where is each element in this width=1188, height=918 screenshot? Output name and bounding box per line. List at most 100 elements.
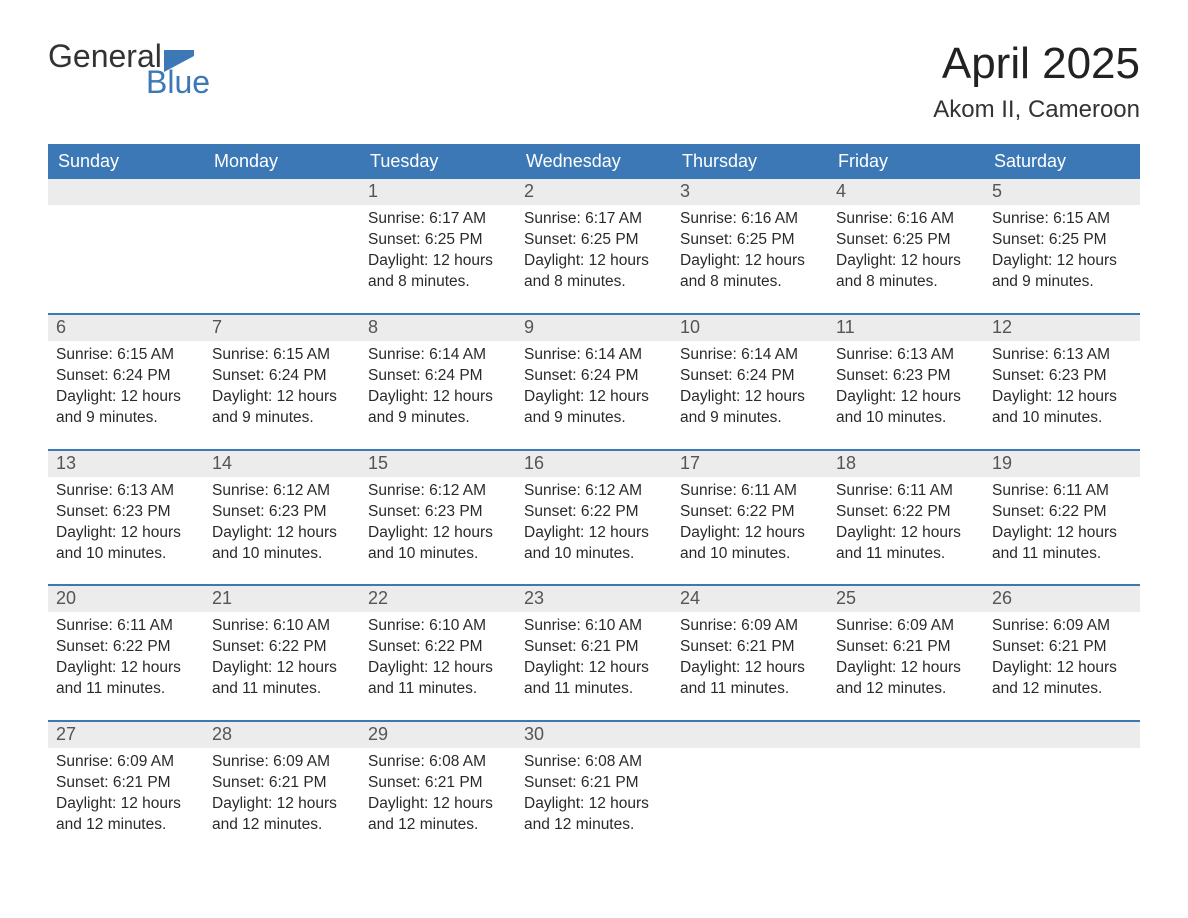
brand-logo: General Blue — [48, 40, 210, 98]
sunrise-line: Sunrise: 6:13 AM — [992, 345, 1132, 366]
day-number: 21 — [204, 586, 360, 612]
daylight-line: Daylight: 12 hours and 11 minutes. — [56, 658, 196, 700]
day-details: Sunrise: 6:15 AMSunset: 6:25 PMDaylight:… — [984, 205, 1140, 313]
daylight-line: Daylight: 12 hours and 9 minutes. — [680, 387, 820, 429]
calendar-cell: 5Sunrise: 6:15 AMSunset: 6:25 PMDaylight… — [984, 179, 1140, 314]
calendar-cell: 18Sunrise: 6:11 AMSunset: 6:22 PMDayligh… — [828, 450, 984, 586]
sunrise-line: Sunrise: 6:14 AM — [368, 345, 508, 366]
day-number: 19 — [984, 451, 1140, 477]
sunrise-line: Sunrise: 6:16 AM — [836, 209, 976, 230]
daylight-line: Daylight: 12 hours and 12 minutes. — [992, 658, 1132, 700]
sunrise-line: Sunrise: 6:08 AM — [524, 752, 664, 773]
day-details: Sunrise: 6:14 AMSunset: 6:24 PMDaylight:… — [672, 341, 828, 449]
calendar-cell: 7Sunrise: 6:15 AMSunset: 6:24 PMDaylight… — [204, 314, 360, 450]
day-number: 13 — [48, 451, 204, 477]
day-details: Sunrise: 6:08 AMSunset: 6:21 PMDaylight:… — [516, 748, 672, 856]
sunrise-line: Sunrise: 6:10 AM — [524, 616, 664, 637]
day-number: 17 — [672, 451, 828, 477]
calendar-cell: 23Sunrise: 6:10 AMSunset: 6:21 PMDayligh… — [516, 585, 672, 721]
sunset-line: Sunset: 6:22 PM — [368, 637, 508, 658]
day-number: 30 — [516, 722, 672, 748]
day-details: Sunrise: 6:13 AMSunset: 6:23 PMDaylight:… — [48, 477, 204, 585]
day-details: Sunrise: 6:12 AMSunset: 6:23 PMDaylight:… — [204, 477, 360, 585]
calendar-cell: 3Sunrise: 6:16 AMSunset: 6:25 PMDaylight… — [672, 179, 828, 314]
day-number: 7 — [204, 315, 360, 341]
day-details: Sunrise: 6:09 AMSunset: 6:21 PMDaylight:… — [672, 612, 828, 720]
calendar-cell: 9Sunrise: 6:14 AMSunset: 6:24 PMDaylight… — [516, 314, 672, 450]
sunrise-line: Sunrise: 6:16 AM — [680, 209, 820, 230]
day-number: 10 — [672, 315, 828, 341]
sunset-line: Sunset: 6:24 PM — [524, 366, 664, 387]
day-number: 6 — [48, 315, 204, 341]
calendar-cell: 14Sunrise: 6:12 AMSunset: 6:23 PMDayligh… — [204, 450, 360, 586]
day-details: Sunrise: 6:11 AMSunset: 6:22 PMDaylight:… — [672, 477, 828, 585]
month-title: April 2025 — [933, 40, 1140, 88]
sunrise-line: Sunrise: 6:13 AM — [56, 481, 196, 502]
calendar-cell: 27Sunrise: 6:09 AMSunset: 6:21 PMDayligh… — [48, 721, 204, 856]
daylight-line: Daylight: 12 hours and 10 minutes. — [56, 523, 196, 565]
daylight-line: Daylight: 12 hours and 11 minutes. — [680, 658, 820, 700]
sunrise-line: Sunrise: 6:09 AM — [836, 616, 976, 637]
day-details — [828, 748, 984, 846]
day-number: 11 — [828, 315, 984, 341]
calendar-cell: 11Sunrise: 6:13 AMSunset: 6:23 PMDayligh… — [828, 314, 984, 450]
calendar-cell: 17Sunrise: 6:11 AMSunset: 6:22 PMDayligh… — [672, 450, 828, 586]
calendar-week: 6Sunrise: 6:15 AMSunset: 6:24 PMDaylight… — [48, 314, 1140, 450]
sunset-line: Sunset: 6:22 PM — [212, 637, 352, 658]
day-number: 14 — [204, 451, 360, 477]
sunset-line: Sunset: 6:24 PM — [680, 366, 820, 387]
daylight-line: Daylight: 12 hours and 12 minutes. — [368, 794, 508, 836]
calendar-cell — [204, 179, 360, 314]
day-details: Sunrise: 6:16 AMSunset: 6:25 PMDaylight:… — [672, 205, 828, 313]
sunrise-line: Sunrise: 6:11 AM — [680, 481, 820, 502]
sunset-line: Sunset: 6:25 PM — [836, 230, 976, 251]
day-details: Sunrise: 6:10 AMSunset: 6:22 PMDaylight:… — [360, 612, 516, 720]
sunset-line: Sunset: 6:24 PM — [368, 366, 508, 387]
day-details: Sunrise: 6:17 AMSunset: 6:25 PMDaylight:… — [516, 205, 672, 313]
day-number: 5 — [984, 179, 1140, 205]
day-details: Sunrise: 6:09 AMSunset: 6:21 PMDaylight:… — [828, 612, 984, 720]
sunset-line: Sunset: 6:24 PM — [212, 366, 352, 387]
day-details: Sunrise: 6:17 AMSunset: 6:25 PMDaylight:… — [360, 205, 516, 313]
day-header: Saturday — [984, 144, 1140, 179]
sunset-line: Sunset: 6:22 PM — [992, 502, 1132, 523]
calendar-cell — [828, 721, 984, 856]
calendar-cell: 20Sunrise: 6:11 AMSunset: 6:22 PMDayligh… — [48, 585, 204, 721]
day-number: 9 — [516, 315, 672, 341]
sunset-line: Sunset: 6:21 PM — [992, 637, 1132, 658]
day-details: Sunrise: 6:12 AMSunset: 6:23 PMDaylight:… — [360, 477, 516, 585]
calendar-cell: 22Sunrise: 6:10 AMSunset: 6:22 PMDayligh… — [360, 585, 516, 721]
day-details — [48, 205, 204, 303]
day-header: Tuesday — [360, 144, 516, 179]
day-details: Sunrise: 6:13 AMSunset: 6:23 PMDaylight:… — [984, 341, 1140, 449]
calendar-cell: 10Sunrise: 6:14 AMSunset: 6:24 PMDayligh… — [672, 314, 828, 450]
day-number — [984, 722, 1140, 748]
daylight-line: Daylight: 12 hours and 10 minutes. — [680, 523, 820, 565]
daylight-line: Daylight: 12 hours and 10 minutes. — [992, 387, 1132, 429]
day-number — [204, 179, 360, 205]
day-details: Sunrise: 6:13 AMSunset: 6:23 PMDaylight:… — [828, 341, 984, 449]
sunrise-line: Sunrise: 6:10 AM — [212, 616, 352, 637]
sunset-line: Sunset: 6:21 PM — [680, 637, 820, 658]
daylight-line: Daylight: 12 hours and 11 minutes. — [524, 658, 664, 700]
day-number: 2 — [516, 179, 672, 205]
sunrise-line: Sunrise: 6:13 AM — [836, 345, 976, 366]
day-header: Sunday — [48, 144, 204, 179]
day-number: 4 — [828, 179, 984, 205]
calendar-cell: 28Sunrise: 6:09 AMSunset: 6:21 PMDayligh… — [204, 721, 360, 856]
daylight-line: Daylight: 12 hours and 9 minutes. — [56, 387, 196, 429]
day-details: Sunrise: 6:12 AMSunset: 6:22 PMDaylight:… — [516, 477, 672, 585]
sunrise-line: Sunrise: 6:15 AM — [56, 345, 196, 366]
sunset-line: Sunset: 6:24 PM — [56, 366, 196, 387]
day-number: 26 — [984, 586, 1140, 612]
sunrise-line: Sunrise: 6:12 AM — [212, 481, 352, 502]
calendar-week: 1Sunrise: 6:17 AMSunset: 6:25 PMDaylight… — [48, 179, 1140, 314]
day-number: 24 — [672, 586, 828, 612]
calendar-cell: 6 Sunrise: 6:15 AMSunset: 6:24 PMDaylight… — [48, 314, 204, 450]
day-header-row: SundayMondayTuesdayWednesdayThursdayFrid… — [48, 144, 1140, 179]
day-number: 20 — [48, 586, 204, 612]
daylight-line: Daylight: 12 hours and 10 minutes. — [836, 387, 976, 429]
sunset-line: Sunset: 6:22 PM — [680, 502, 820, 523]
sunset-line: Sunset: 6:25 PM — [992, 230, 1132, 251]
sunset-line: Sunset: 6:21 PM — [524, 637, 664, 658]
